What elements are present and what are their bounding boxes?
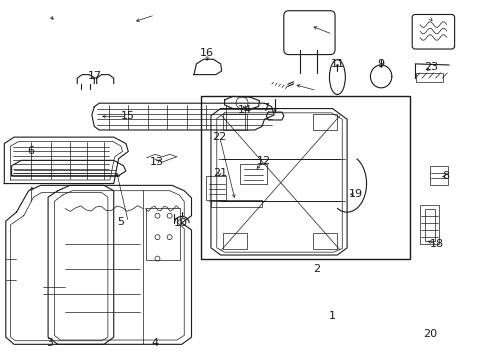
Bar [416,73,443,82]
Bar [223,114,247,130]
Bar [211,200,262,207]
Text: 4: 4 [151,338,159,348]
Bar [430,166,448,185]
Bar [425,208,435,241]
Text: 19: 19 [349,189,363,199]
Text: 5: 5 [118,217,124,227]
Text: 8: 8 [442,171,449,181]
Text: 21: 21 [213,168,227,178]
Text: 15: 15 [121,111,134,121]
Bar [313,233,338,249]
Text: 11: 11 [330,59,344,69]
Bar [147,208,180,260]
Text: 3: 3 [46,338,53,348]
Text: 20: 20 [423,329,437,339]
Text: 16: 16 [200,48,214,58]
Text: 17: 17 [88,71,102,81]
Bar [240,164,267,184]
Text: 18: 18 [430,239,444,249]
Text: 22: 22 [213,132,227,142]
Bar [201,96,410,258]
Text: 9: 9 [378,59,385,69]
Text: 7: 7 [262,103,269,113]
Bar [206,176,225,200]
Text: 2: 2 [314,264,320,274]
Text: 6: 6 [27,147,35,157]
Bar [420,205,440,244]
Text: 23: 23 [424,63,438,72]
Bar [223,233,247,249]
Text: 14: 14 [238,105,252,115]
Text: 12: 12 [256,157,270,166]
Bar [313,114,338,130]
Text: 13: 13 [149,157,164,167]
Text: 1: 1 [329,311,336,321]
Text: 10: 10 [174,218,188,228]
